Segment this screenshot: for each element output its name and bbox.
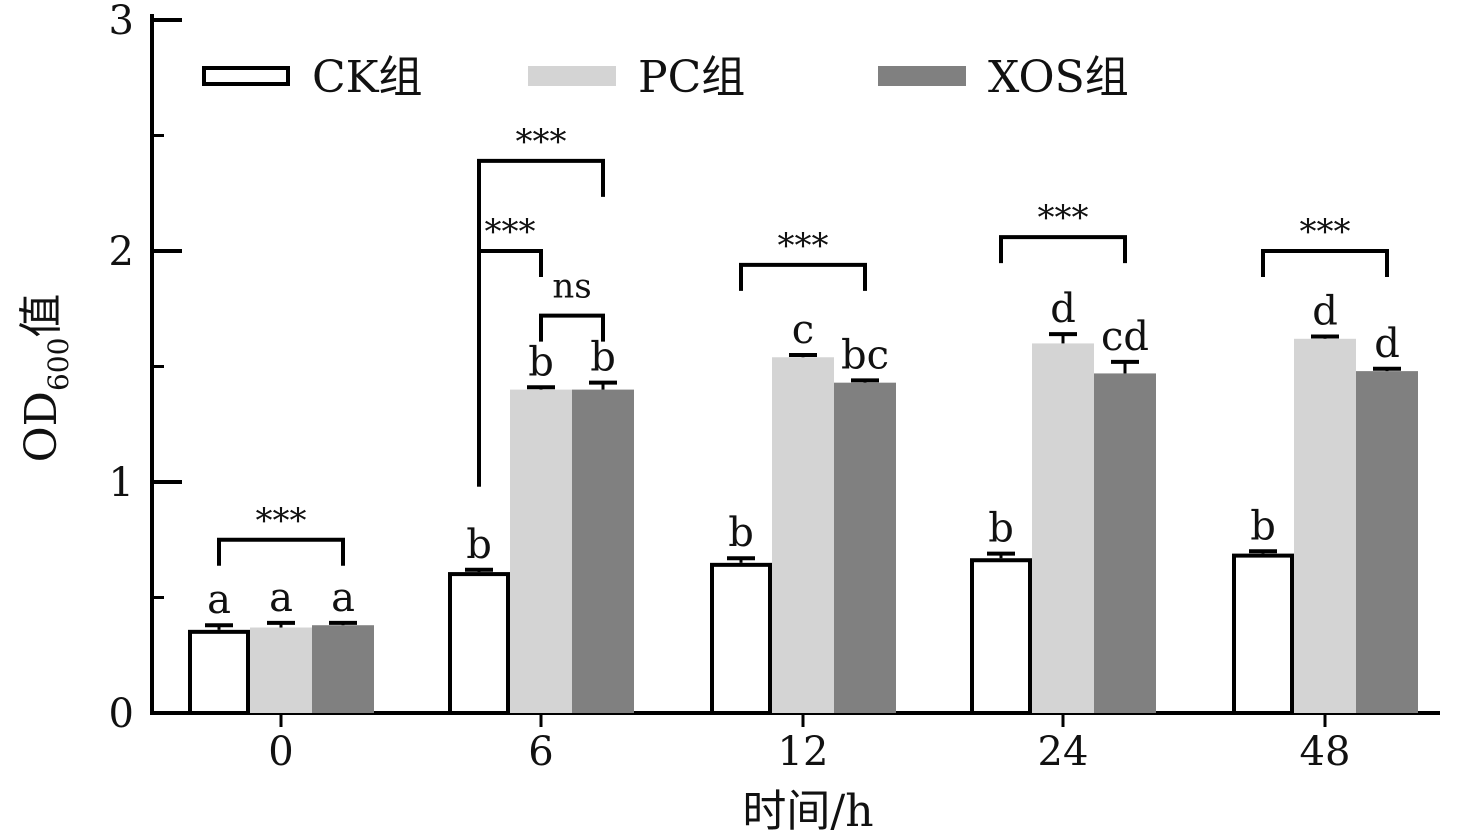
y-axis-title-main: OD [16, 391, 67, 462]
comparison-bracket [1261, 249, 1389, 277]
x-tick-label: 24 [1038, 729, 1089, 775]
bar-PC组-12 [772, 357, 834, 713]
comparison-label: *** [1300, 212, 1351, 252]
y-tick-label: 3 [109, 0, 134, 44]
bar-CK组-12 [710, 562, 772, 715]
significance-letter: b [590, 335, 616, 381]
legend-swatch [878, 66, 966, 86]
significance-letter: b [528, 339, 554, 385]
bar-PC组-24 [1032, 343, 1094, 713]
legend-swatch [202, 66, 290, 86]
y-tick-label: 1 [109, 460, 134, 506]
bar-CK组-24 [970, 558, 1032, 715]
comparison-bracket [999, 235, 1127, 264]
bar-XOS组-6 [572, 389, 634, 713]
x-tick-label: 48 [1300, 729, 1351, 775]
y-axis-title-suffix: 值 [16, 294, 67, 338]
bar-XOS组-24 [1094, 373, 1156, 713]
comparison-bracket [217, 537, 345, 566]
comparison-label: *** [485, 212, 536, 252]
significance-letter: cd [1101, 314, 1149, 360]
bar-PC组-6 [510, 389, 572, 713]
bar-CK组-0 [188, 629, 250, 716]
legend-swatch [528, 66, 616, 86]
significance-letter: a [269, 575, 293, 621]
significance-letter: d [1374, 321, 1400, 367]
significance-letter: bc [841, 332, 889, 378]
y-axis-title: OD600值 [16, 294, 75, 463]
significance-letter: a [331, 575, 355, 621]
x-tick-label: 12 [778, 729, 829, 775]
y-axis-title-subscript: 600 [42, 338, 75, 391]
y-tick-label: 0 [109, 691, 134, 737]
significance-letter: d [1312, 288, 1338, 334]
bar-CK组-48 [1232, 553, 1294, 715]
x-tick-label: 0 [268, 729, 293, 775]
significance-letter: b [1250, 503, 1276, 549]
x-tick-label: 6 [528, 729, 553, 775]
y-tick-label: 2 [109, 229, 134, 275]
legend-entry: XOS组 [988, 52, 1129, 103]
comparison-label: *** [256, 501, 307, 541]
legend-entry: PC组 [638, 52, 745, 103]
bar-XOS组-0 [312, 625, 374, 713]
comparison-bracket [477, 249, 543, 487]
significance-letter: b [728, 510, 754, 556]
significance-letter: d [1050, 286, 1076, 332]
comparison-label: *** [516, 122, 567, 162]
bar-XOS组-48 [1356, 371, 1418, 713]
x-axis-title: 时间/h [742, 786, 873, 837]
significance-letter: b [988, 506, 1014, 552]
comparison-label: ns [552, 267, 591, 307]
bar-PC组-48 [1294, 338, 1356, 713]
comparison-bracket [739, 262, 867, 291]
significance-letter: c [792, 307, 814, 353]
comparison-label: *** [778, 226, 829, 266]
comparison-label: *** [1038, 198, 1089, 238]
significance-letter: a [207, 577, 231, 623]
bar-XOS组-12 [834, 382, 896, 713]
bar-PC组-0 [250, 627, 312, 713]
comparison-bracket [539, 313, 605, 342]
significance-letter: b [466, 522, 492, 568]
legend-entry: CK组 [312, 52, 423, 103]
bar-CK组-6 [448, 572, 510, 716]
